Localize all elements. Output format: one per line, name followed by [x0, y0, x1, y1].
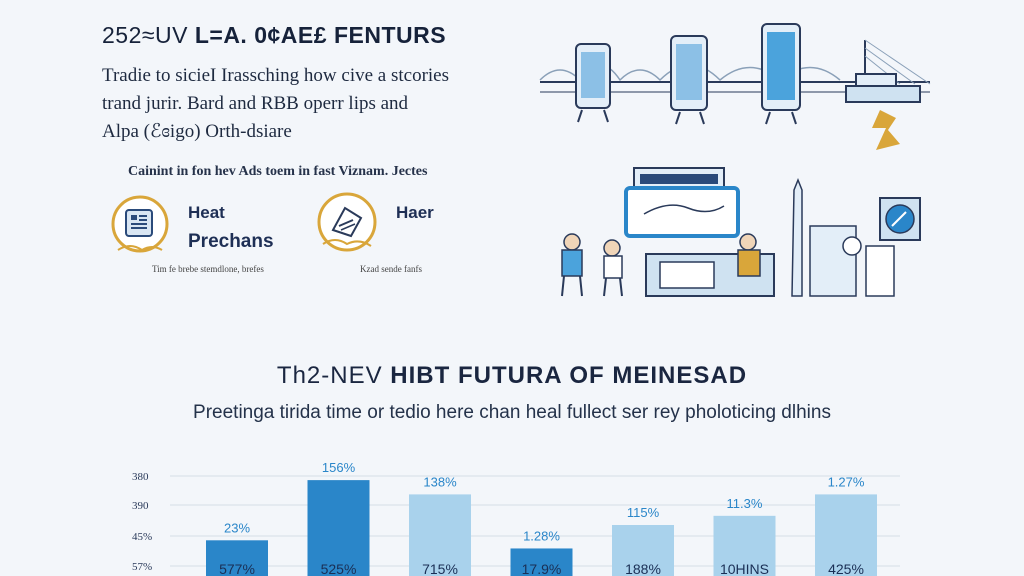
- bar-bottom-label: 10HINS: [720, 561, 769, 576]
- bar: [510, 548, 573, 576]
- bar: [206, 540, 268, 576]
- badge-certificate: [315, 190, 379, 259]
- bar-top-label: 23%: [224, 520, 250, 535]
- bar-top-label: 11.3%: [727, 496, 763, 511]
- bar: [409, 494, 471, 576]
- intro-paragraph: Tradie to sicieI Irassching how cive a s…: [102, 62, 522, 146]
- bar-bottom-label: 577%: [219, 561, 255, 576]
- badge-title: Heat: [188, 203, 225, 222]
- bar-top-label: 1.27%: [828, 474, 865, 489]
- page-title: 252≈UV L=A. 0¢AE£ FENTURS: [102, 22, 446, 49]
- intro-line: Tradie to sicieI Irassching how cive a s…: [102, 65, 450, 86]
- bar-bottom-label: 17.9%: [522, 561, 562, 576]
- bar-top-label: 1.28%: [523, 528, 560, 543]
- bar: [612, 525, 674, 576]
- bar-bottom-label: 715%: [422, 561, 458, 576]
- bar-top-label: 115%: [627, 505, 660, 520]
- bar-top-label: 138%: [423, 474, 457, 489]
- y-tick-label: 57%: [132, 561, 152, 573]
- certificate-icon: [317, 192, 377, 252]
- section-title-prefix: Th2-NEV: [276, 362, 383, 389]
- y-tick-label: 390: [132, 500, 149, 512]
- y-tick-label: 380: [132, 471, 149, 483]
- title-prefix: 252≈UV: [102, 22, 188, 48]
- title-bold: L=A. 0¢AE£: [194, 22, 328, 48]
- badge-subtitle: Tim fe brebe stemdlone, brefes: [152, 264, 264, 274]
- badge-title: Haer: [396, 203, 434, 222]
- y-tick-label: 45%: [132, 531, 152, 543]
- bar: [815, 494, 877, 576]
- intro-line: trand jurir. Bard and RBB operr lips and: [102, 93, 409, 114]
- bar-top-label: 156%: [322, 460, 356, 475]
- title-suffix: FENTURS: [333, 22, 447, 48]
- intro-line: Alpa (ℰɞigo) Orth-dsiare: [102, 121, 292, 142]
- badge-tablet: [108, 192, 172, 261]
- tablet-icon: [111, 195, 169, 253]
- phones-bridge-illustration: [539, 23, 931, 150]
- section-subtitle: Preetinga tirida time or tedio here chan…: [193, 402, 831, 423]
- section-title: Th2-NEV HIBT FUTURA OF MEINESAD: [0, 362, 1024, 390]
- bar-bottom-label: 525%: [321, 561, 357, 576]
- badge-subtitle: Kzad sende fanfs: [360, 264, 422, 274]
- section-title-bold: HIBT FUTURA OF MEINESAD: [390, 362, 748, 389]
- bar: [307, 480, 370, 576]
- badge-title-2: Prechans: [188, 231, 274, 252]
- bar-chart: 380 390 45% 57% 23% 577% 156% 525% 138% 715% 1.28%…: [132, 460, 900, 576]
- badges-caption: Cainint in fon hev Ads toem in fast Vizn…: [128, 164, 428, 179]
- bar-bottom-label: 425%: [828, 561, 864, 576]
- bar-bottom-label: 188%: [625, 561, 661, 576]
- bar: [713, 515, 776, 576]
- workstation-illustration: [561, 167, 921, 297]
